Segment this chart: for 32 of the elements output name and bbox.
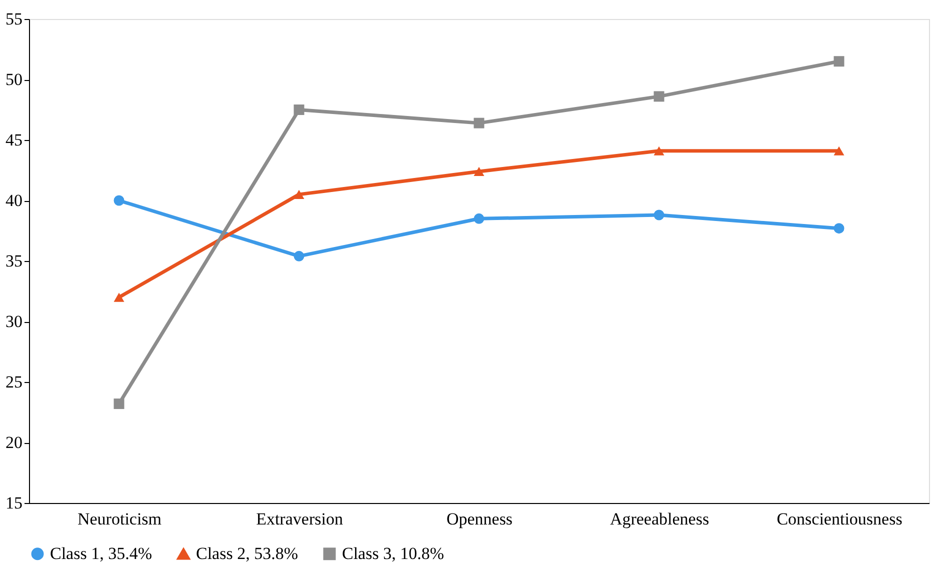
y-tick-label: 50: [6, 70, 22, 89]
y-tick-label: 15: [6, 494, 22, 512]
point: [654, 91, 664, 102]
point: [114, 195, 124, 206]
point: [114, 292, 124, 302]
point: [474, 118, 484, 128]
y-tick-label: 30: [6, 312, 22, 331]
y-tick-label: 35: [6, 252, 22, 270]
point: [654, 210, 664, 220]
point: [294, 104, 304, 115]
y-tick-label: 25: [6, 372, 22, 392]
point: [834, 223, 844, 234]
legend-label: Class 3, 10.8%: [342, 544, 444, 563]
x-tick-label: Agreeableness: [610, 510, 710, 528]
y-tick-label: 45: [6, 130, 22, 150]
x-tick-label: Neuroticism: [77, 510, 162, 528]
legend-label: Class 1, 35.4%: [50, 544, 152, 563]
point: [294, 190, 304, 199]
y-tick-label: 40: [6, 191, 22, 210]
legend-label: Class 2, 53.8%: [196, 544, 298, 564]
point: [834, 146, 844, 156]
point: [834, 56, 844, 67]
point: [114, 398, 124, 410]
point: [474, 166, 484, 176]
x-tick-label: Openness: [446, 510, 513, 528]
x-tick-label: Conscientiousness: [776, 510, 902, 528]
x-tick-label: Extraversion: [256, 510, 344, 528]
point: [474, 213, 484, 224]
y-tick-label: 20: [6, 433, 22, 452]
point: [294, 250, 304, 262]
y-tick-label: 55: [6, 10, 22, 28]
point: [654, 146, 664, 156]
